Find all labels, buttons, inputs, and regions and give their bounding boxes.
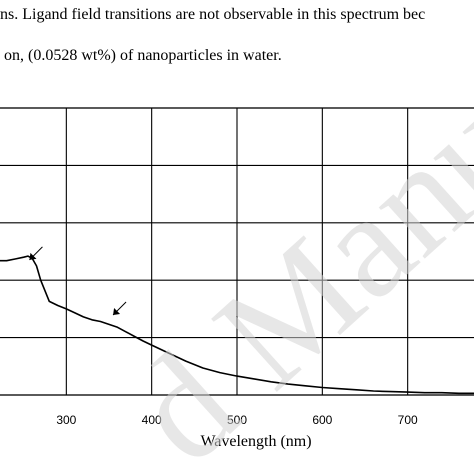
watermark-text: d Manusc [101, 0, 474, 474]
chart-grid [0, 108, 474, 395]
plot-border [0, 107, 474, 396]
x-tick-label: 700 [398, 413, 418, 427]
arrow-head [113, 308, 121, 316]
annotation-arrow-1 [112, 301, 127, 316]
x-tick-label: 500 [227, 413, 247, 427]
caption-line-1: ns. Ligand field transitions are not obs… [0, 6, 426, 23]
x-tick-labels: 300 400 500 600 700 [56, 413, 418, 427]
x-axis-label: Wavelength (nm) [200, 433, 311, 450]
x-tick-label: 300 [56, 413, 76, 427]
x-tick-label: 400 [142, 413, 162, 427]
annotation-group [29, 246, 127, 316]
x-tick-label: 600 [312, 413, 332, 427]
plot-frame [0, 107, 474, 396]
arrow-head [29, 252, 37, 260]
caption-line-2: on, (0.0528 wt%) of nanoparticles in wat… [4, 47, 282, 64]
annotation-arrow-0 [29, 246, 43, 261]
